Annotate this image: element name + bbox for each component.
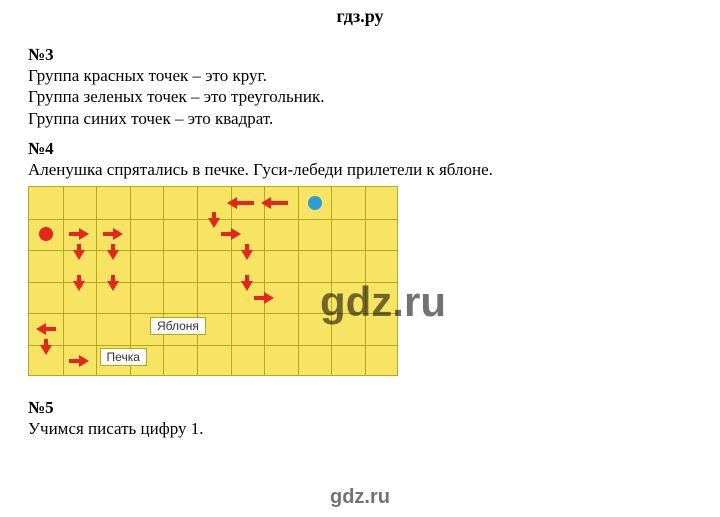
grid-vline	[331, 187, 332, 375]
grid-vline	[96, 187, 97, 375]
blue-dot	[308, 196, 322, 210]
grid-vline	[231, 187, 232, 375]
grid-vline	[365, 187, 366, 375]
task4-intro: Аленушка спрятались в печке. Гуси-лебеди…	[28, 159, 692, 180]
watermark-footer: gdz.ru	[0, 486, 720, 509]
label-pechka: Печка	[100, 348, 147, 366]
page-content: №3 Группа красных точек – это круг. Груп…	[0, 27, 720, 439]
task3-line-1: Группа красных точек – это круг.	[28, 65, 692, 86]
red-dot	[39, 227, 53, 241]
task5-heading: №5	[28, 398, 692, 418]
task3-line-3: Группа синих точек – это квадрат.	[28, 108, 692, 129]
task3-heading: №3	[28, 45, 692, 65]
grid-vline	[163, 187, 164, 375]
grid-vline	[264, 187, 265, 375]
grid-vline	[298, 187, 299, 375]
site-header: гдз.ру	[0, 0, 720, 27]
task4-heading: №4	[28, 139, 692, 159]
grid-vline	[197, 187, 198, 375]
grid-vline	[63, 187, 64, 375]
grid-hline	[29, 345, 397, 346]
task5-line: Учимся писать цифру 1.	[28, 418, 692, 439]
task3-line-2: Группа зеленых точек – это треугольник.	[28, 86, 692, 107]
grid-hline	[29, 313, 397, 314]
label-yablonya: Яблоня	[150, 317, 206, 335]
task4-grid: ЯблоняПечка	[28, 186, 398, 376]
grid-vline	[130, 187, 131, 375]
